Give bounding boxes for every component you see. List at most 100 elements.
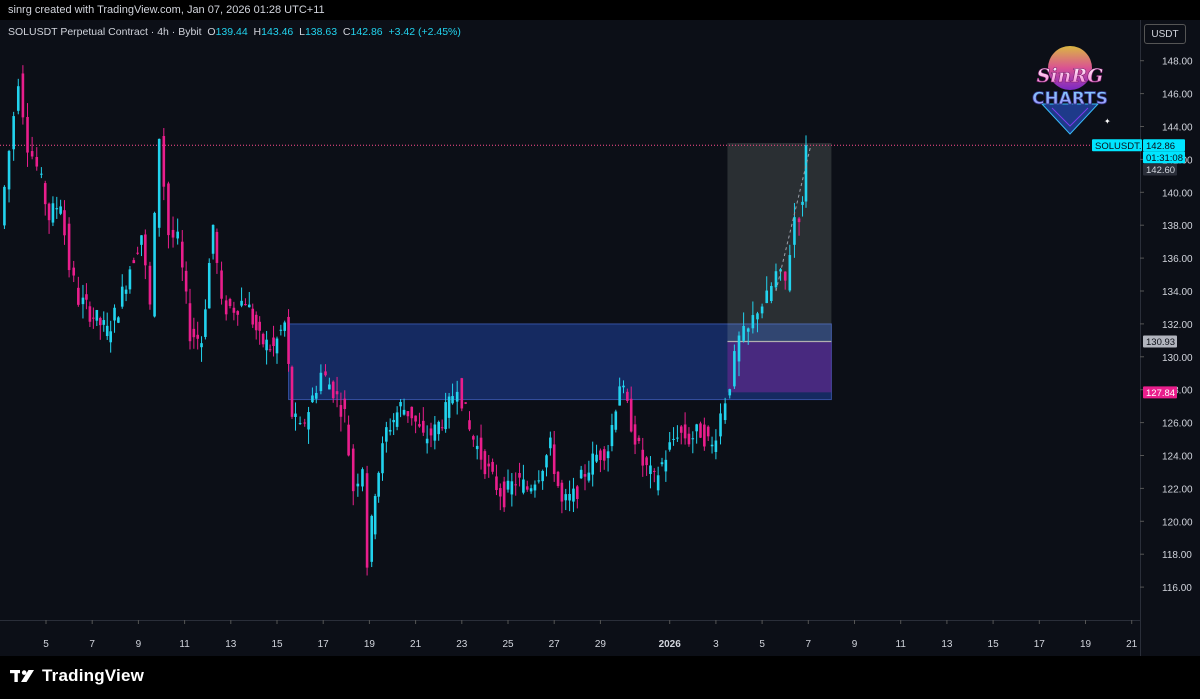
candle-body <box>765 290 769 304</box>
candle-body <box>261 333 265 345</box>
price-label-text: 142.60 <box>1146 165 1175 176</box>
candle-body <box>637 437 641 442</box>
candle-body <box>710 444 714 447</box>
y-tick-label: 134.00 <box>1162 287 1193 298</box>
candle-body <box>148 265 152 305</box>
price-label-box <box>1143 386 1177 399</box>
candle-body <box>464 402 467 404</box>
candle-body <box>290 366 294 417</box>
low-value: 138.63 <box>304 26 338 38</box>
candle-body <box>656 475 660 491</box>
candle-body <box>529 488 533 492</box>
candle-body <box>514 484 517 486</box>
candle-body <box>447 396 451 418</box>
projection-line <box>775 146 812 292</box>
candle-body <box>410 406 414 419</box>
y-tick-label: 122.00 <box>1162 484 1193 495</box>
candle-body <box>756 313 759 320</box>
candle-body <box>95 310 99 321</box>
candle-body <box>92 317 95 319</box>
currency-button[interactable]: USDT <box>1144 24 1186 44</box>
candle-body <box>804 145 808 202</box>
candle-body <box>85 294 88 300</box>
candle-body <box>622 385 625 388</box>
candle-body <box>272 337 275 347</box>
candle-body <box>228 299 232 306</box>
candle-body <box>63 210 66 236</box>
y-tick-label: 140.00 <box>1162 188 1193 199</box>
candle-body <box>395 412 399 427</box>
candle-body <box>422 420 425 433</box>
y-tick-label: 124.00 <box>1162 452 1193 463</box>
candle-body <box>81 297 85 305</box>
candle-body <box>483 451 487 475</box>
x-tick-label: 25 <box>502 639 514 650</box>
candle-body <box>16 86 20 111</box>
candle-body <box>157 138 161 228</box>
candle-body <box>343 398 347 410</box>
high-label: H <box>253 26 262 38</box>
candle-body <box>797 218 801 223</box>
x-tick-label: 21 <box>410 639 422 650</box>
candle-body <box>59 206 62 214</box>
candle-body <box>303 422 307 424</box>
candle-body <box>576 486 579 499</box>
candle-body <box>549 437 552 449</box>
candle-body <box>319 372 323 392</box>
candle-body <box>392 419 395 423</box>
price-label-text: SOLUSDT.P <box>1095 141 1148 152</box>
candle-body <box>361 469 364 487</box>
candle-body <box>733 351 736 387</box>
candle-body <box>742 325 745 341</box>
symbol-legend: SOLUSDT Perpetual Contract · 4h · Bybit … <box>8 26 461 38</box>
candle-body <box>7 151 11 190</box>
candle-body <box>760 306 764 314</box>
candle-body <box>695 424 698 432</box>
candle-body <box>664 459 668 472</box>
candle-body <box>180 241 184 268</box>
candle-body <box>102 320 106 325</box>
candle-body <box>595 454 598 462</box>
candle-body <box>3 186 6 226</box>
tradingview-logo[interactable]: TradingView <box>10 666 144 686</box>
y-tick-label: 146.00 <box>1162 90 1193 101</box>
x-tick-label: 9 <box>852 639 858 650</box>
candle-body <box>240 300 243 306</box>
candle-body <box>793 217 796 245</box>
candle-body <box>660 462 664 465</box>
candle-body <box>105 325 109 337</box>
candle-body <box>113 307 116 321</box>
x-tick-label: 9 <box>136 639 142 650</box>
price-label-box <box>1143 335 1177 348</box>
candle-body <box>626 391 629 401</box>
sinrg-charts-logo: SinRG CHARTS ✦ <box>1032 46 1111 135</box>
candle-body <box>672 438 675 440</box>
candle-body <box>649 465 652 475</box>
candlestick-chart[interactable]: 116.00 118.00 120.00 122.00 124.00 126.00 128.… <box>0 20 1200 656</box>
candle-body <box>479 437 483 460</box>
x-tick-label: 17 <box>1034 639 1046 650</box>
candle-body <box>751 315 755 329</box>
candle-body <box>40 173 43 175</box>
candle-body <box>88 306 92 322</box>
candle-body <box>468 420 471 430</box>
chart-panel[interactable]: 116.00 118.00 120.00 122.00 124.00 126.00 128.… <box>0 20 1200 656</box>
position-profit-zone <box>727 142 832 342</box>
x-tick-label: 15 <box>988 639 1000 650</box>
candle-body <box>30 151 34 157</box>
x-tick-label: 7 <box>89 639 95 650</box>
candle-body <box>200 343 203 348</box>
candle-body <box>602 449 606 461</box>
candle-body <box>687 433 691 445</box>
candle-body <box>140 235 143 245</box>
price-label-text: 01:31:08 <box>1146 153 1183 164</box>
candle-body <box>525 486 529 490</box>
candle-body <box>487 463 491 467</box>
candle-body <box>275 338 279 354</box>
candle-body <box>328 384 331 390</box>
candle-body <box>176 231 179 239</box>
candle-body <box>552 444 556 475</box>
close-value: 142.86 <box>350 26 383 38</box>
candle-body <box>72 267 76 276</box>
candle-body <box>746 328 750 332</box>
